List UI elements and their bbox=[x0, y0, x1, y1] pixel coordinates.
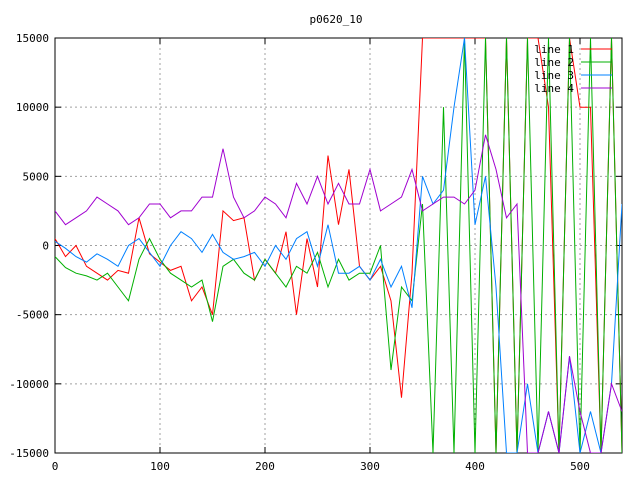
tick-labels: 0 100 200 300 400 500 -15000 -10000 -5000 0 5000 10… bbox=[9, 32, 590, 473]
x-tick-label: 300 bbox=[360, 460, 380, 473]
series-line-1 bbox=[55, 38, 622, 453]
y-tick-label: 10000 bbox=[16, 101, 49, 114]
legend-label-1: line 1 bbox=[534, 43, 574, 56]
x-tick-label: 200 bbox=[255, 460, 275, 473]
x-tick-label: 400 bbox=[465, 460, 485, 473]
legend-label-2: line 2 bbox=[534, 56, 574, 69]
series-line-4 bbox=[55, 134, 622, 453]
y-tick-label: 15000 bbox=[16, 32, 49, 45]
y-tick-label: -5000 bbox=[16, 309, 49, 322]
grid bbox=[55, 38, 622, 453]
series-line-2 bbox=[55, 38, 622, 453]
y-tick-label: -10000 bbox=[9, 378, 49, 391]
x-tick-label: 100 bbox=[150, 460, 170, 473]
legend-label-4: line 4 bbox=[534, 82, 574, 95]
x-tick-label: 500 bbox=[570, 460, 590, 473]
y-tick-label: -15000 bbox=[9, 447, 49, 460]
chart-title: p0620_10 bbox=[310, 13, 363, 26]
x-tick-label: 0 bbox=[52, 460, 59, 473]
y-tick-label: 5000 bbox=[23, 170, 50, 183]
legend-label-3: line 3 bbox=[534, 69, 574, 82]
plot-area bbox=[55, 38, 622, 453]
series-line-3 bbox=[55, 38, 622, 453]
y-tick-label: 0 bbox=[42, 240, 49, 253]
